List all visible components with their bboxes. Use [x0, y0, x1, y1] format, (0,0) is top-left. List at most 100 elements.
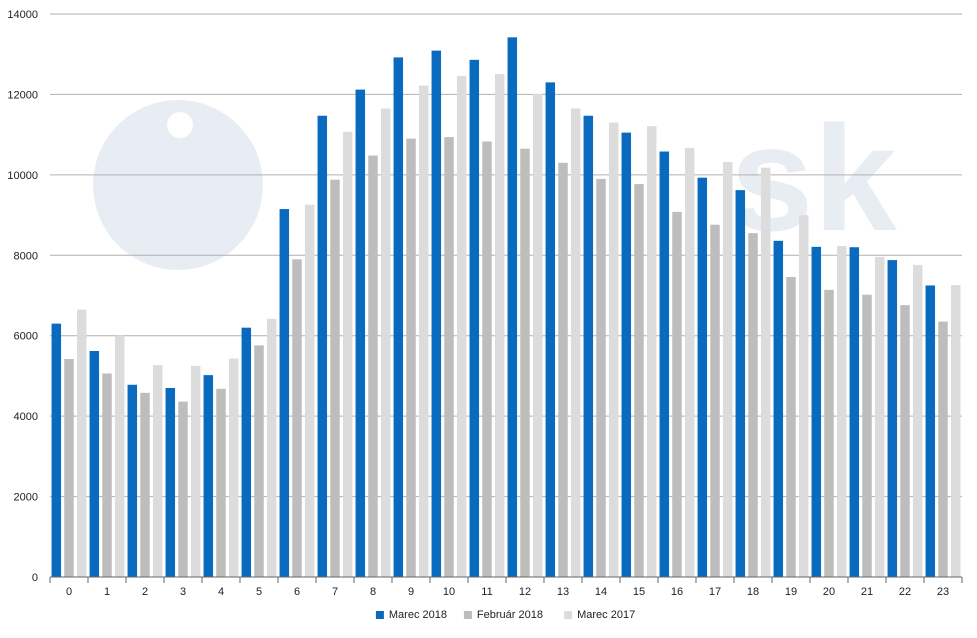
bar-series-1: [558, 162, 568, 578]
x-tick-label: 0: [66, 586, 72, 598]
y-tick-label: 2000: [14, 492, 38, 504]
bar-series-1: [64, 359, 74, 577]
bar-series-1: [216, 388, 226, 577]
watermark-circle: [93, 100, 263, 270]
bar-series-0: [697, 177, 708, 577]
watermark-text: sk: [730, 94, 897, 262]
bar-series-0: [773, 240, 784, 577]
bar-series-0: [849, 247, 860, 577]
y-tick-label: 12000: [7, 89, 38, 101]
y-tick-label: 0: [32, 572, 38, 584]
x-tick-label: 2: [142, 586, 148, 598]
bar-series-1: [520, 148, 530, 578]
x-tick-label: 7: [332, 586, 338, 598]
bar-series-2: [304, 204, 315, 577]
bar-series-2: [266, 318, 277, 577]
x-tick-label: 14: [595, 586, 607, 598]
bar-series-0: [279, 209, 290, 577]
bar-series-2: [912, 264, 923, 577]
bar-series-2: [684, 147, 695, 577]
x-tick-label: 18: [747, 586, 759, 598]
legend-label: Marec 2017: [577, 609, 635, 621]
bar-series-0: [431, 50, 442, 578]
bar-series-1: [254, 345, 264, 577]
bar-series-2: [608, 122, 619, 577]
x-tick-label: 22: [899, 586, 911, 598]
legend-label: Február 2018: [477, 609, 543, 621]
bar-series-0: [203, 375, 214, 577]
bar-series-2: [152, 365, 163, 577]
bar-series-2: [760, 167, 771, 577]
bar-series-0: [659, 151, 670, 578]
bar-series-1: [900, 305, 910, 577]
bar-series-0: [51, 323, 62, 577]
bar-series-0: [317, 115, 328, 578]
bar-series-0: [887, 260, 898, 577]
bar-series-2: [228, 358, 239, 577]
bar-series-2: [950, 285, 961, 577]
bar-series-1: [862, 294, 872, 577]
bar-series-2: [342, 131, 353, 577]
bar-series-1: [634, 184, 644, 577]
y-tick-label: 6000: [14, 331, 38, 343]
bar-series-2: [570, 108, 581, 577]
bar-series-0: [545, 82, 556, 577]
x-tick-label: 16: [671, 586, 683, 598]
bar-series-1: [938, 321, 948, 577]
bar-series-0: [583, 115, 594, 578]
legend-label: Marec 2018: [389, 609, 447, 621]
y-tick-label: 8000: [14, 250, 38, 262]
bar-series-1: [786, 277, 796, 577]
bar-series-2: [380, 108, 391, 577]
x-tick-label: 9: [408, 586, 414, 598]
bar-series-0: [89, 350, 100, 577]
x-tick-label: 4: [218, 586, 224, 598]
x-tick-label: 12: [519, 586, 531, 598]
bar-series-1: [330, 179, 340, 577]
x-tick-label: 19: [785, 586, 797, 598]
bar-series-2: [456, 75, 467, 578]
x-tick-label: 1: [104, 586, 110, 598]
bar-series-2: [494, 73, 505, 578]
x-tick-label: 13: [557, 586, 569, 598]
bar-series-2: [76, 309, 87, 577]
bar-series-0: [925, 285, 936, 577]
bar-series-0: [735, 190, 746, 578]
bar-series-1: [102, 373, 112, 577]
bar-series-1: [368, 155, 378, 577]
x-tick-label: 21: [861, 586, 873, 598]
bar-series-0: [507, 37, 518, 578]
bar-series-1: [824, 289, 834, 577]
bar-series-2: [836, 246, 847, 577]
bar-series-1: [406, 138, 416, 577]
watermark: sk: [93, 94, 897, 270]
x-tick-label: 10: [443, 586, 455, 598]
bar-series-1: [482, 141, 492, 577]
bar-series-0: [621, 132, 632, 577]
bar-series-2: [874, 256, 885, 577]
bar-series-1: [140, 392, 150, 577]
gridlines: [50, 13, 962, 498]
x-tick-label: 20: [823, 586, 835, 598]
bar-series-2: [798, 215, 809, 578]
bar-series-0: [393, 57, 404, 578]
x-tick-label: 3: [180, 586, 186, 598]
bar-series-1: [444, 137, 454, 577]
y-tick-label: 14000: [7, 9, 38, 21]
bar-series-0: [811, 246, 822, 578]
bar-series-1: [596, 178, 606, 577]
bar-series-0: [241, 327, 252, 577]
x-tick-label: 8: [370, 586, 376, 598]
x-tick-label: 5: [256, 586, 262, 598]
legend: Marec 2018 Február 2018 Marec 2017: [375, 609, 635, 621]
bar-series-1: [178, 401, 188, 577]
bar-series-2: [114, 335, 125, 577]
x-tick-label: 17: [709, 586, 721, 598]
legend-swatch: [564, 611, 573, 619]
bar-series-2: [722, 161, 733, 577]
bar-series-0: [355, 89, 366, 578]
legend-swatch: [463, 611, 472, 619]
watermark-dot: [167, 112, 193, 138]
